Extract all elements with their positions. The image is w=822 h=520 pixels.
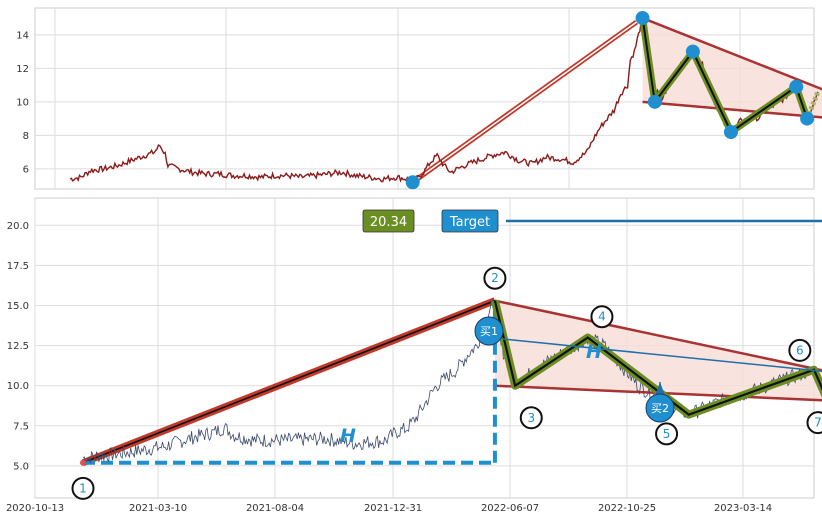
numbered-point-circle-7: [806, 411, 822, 435]
bottom-xtick-label-3: 2021-12-31: [364, 503, 422, 514]
numbered-point-circle-1: [71, 476, 95, 500]
top-triangle-fill: [642, 18, 822, 118]
bottom-xtick-label-4: 2022-06-07: [481, 503, 539, 514]
buy2-marker: 买2: [645, 393, 675, 423]
bottom-ytick-label-4: 15.0: [7, 301, 29, 312]
buy2-circle: [645, 393, 675, 423]
bottom-ytick-label-1: 7.5: [13, 421, 29, 432]
top-ytick-label-3: 12: [16, 64, 29, 75]
top-lower-trendline: [642, 100, 822, 119]
top-pivot-dot-1: [635, 11, 650, 26]
target-box-label: Target: [449, 215, 490, 230]
bottom-y-axis: 5.0 7.5 10.0 12.5 15.0 17.5 20.0: [7, 221, 29, 473]
bottom-x-axis: 2020-10-13 2021-03-10 2021-08-04 2021-12-31…: [6, 503, 772, 514]
top-upper-trendline: [642, 16, 822, 91]
numbered-point-label-2: 2: [491, 271, 499, 285]
top-rise-line-inner: [412, 21, 637, 183]
bottom-xtick-label-5: 2022-10-25: [598, 503, 656, 514]
bottom-patterns: [81, 297, 822, 466]
bottom-xtick-label-1: 2021-03-10: [129, 503, 187, 514]
numbered-point-circle-4: [590, 305, 614, 329]
bottom-xtick-label-2: 2021-08-04: [246, 503, 304, 514]
h-label-left: H: [340, 425, 356, 447]
top-pivot-dots: [405, 11, 815, 190]
bottom-upper-trendline: [494, 299, 822, 372]
buy1-marker: 买1: [474, 316, 504, 346]
bottom-triangle-fill: [494, 300, 822, 401]
value-box-bg: [362, 209, 415, 233]
buy1-label: 买1: [480, 325, 498, 338]
numbered-point-label-1: 1: [79, 481, 87, 495]
bottom-ytick-label-0: 5.0: [13, 461, 29, 472]
top-pivot-dot-5: [789, 79, 804, 94]
bottom-panel: 5.07.510.012.515.017.520.0 2020-10-13 202…: [6, 197, 822, 514]
bottom-pivot-dot-0: [80, 459, 86, 466]
numbered-point-label-5: 5: [663, 427, 671, 441]
numbered-point-label-7: 7: [814, 416, 822, 430]
top-pivot-dot-0: [405, 175, 420, 190]
numbered-point-circle-3: [519, 406, 543, 430]
top-ytick-label-4: 14: [16, 30, 29, 41]
bottom-ytick-label-3: 12.5: [7, 341, 29, 352]
top-pivot-dot-2: [647, 94, 662, 109]
top-y-axis: 6 8 10 12 14: [16, 30, 29, 175]
bottom-ytick-label-5: 17.5: [7, 261, 29, 272]
bottom-wave-inner: [493, 300, 822, 416]
numbered-point-label-4: 4: [598, 310, 606, 324]
bottom-annotations: 1 2 3 4 5 6 7: [71, 219, 822, 500]
top-pivot-dot-3: [685, 44, 700, 59]
buy1-circle: [474, 316, 504, 346]
top-panel: 6 8 10 12 14: [16, 7, 822, 190]
bottom-ytick-label-2: 10.0: [7, 381, 29, 392]
numbered-point-circle-5: [655, 422, 679, 446]
buy1-arrow: [502, 338, 822, 372]
target-box: Target: [441, 209, 499, 233]
numbered-point-circle-2: [483, 266, 507, 290]
value-box: 20.34: [362, 209, 415, 233]
h-label-right: H: [586, 341, 602, 363]
value-box-label: 20.34: [370, 215, 407, 230]
top-ytick-label-1: 8: [23, 131, 29, 142]
top-ytick-label-2: 10: [16, 97, 29, 108]
top-pivot-dot-4: [723, 125, 738, 140]
numbered-point-label-3: 3: [527, 411, 535, 425]
bottom-rise-line-inner: [82, 299, 496, 464]
numbered-point-label-6: 6: [796, 343, 804, 357]
bottom-price-series: [82, 299, 822, 465]
bottom-ytick-label-6: 20.0: [7, 221, 29, 232]
numbered-point-circle-6: [788, 338, 812, 362]
top-ytick-label-0: 6: [23, 164, 29, 175]
bottom-xtick-label-6: 2023-03-14: [714, 503, 772, 514]
buy2-label: 买2: [651, 402, 669, 415]
top-pivot-dot-6: [800, 111, 815, 126]
top-patterns: [411, 16, 822, 185]
bottom-xtick-label-0: 2020-10-13: [6, 503, 64, 514]
target-box-bg: [441, 209, 499, 233]
